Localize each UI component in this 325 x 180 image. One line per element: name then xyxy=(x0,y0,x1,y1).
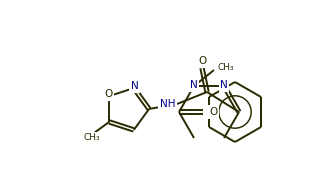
Text: NH: NH xyxy=(160,99,175,109)
Text: N: N xyxy=(220,80,228,90)
Text: N: N xyxy=(131,81,139,91)
Text: N: N xyxy=(190,80,198,90)
Text: CH₃: CH₃ xyxy=(83,133,100,142)
Text: CH₃: CH₃ xyxy=(217,62,234,71)
Text: O: O xyxy=(209,107,217,117)
Text: O: O xyxy=(198,56,206,66)
Text: O: O xyxy=(104,89,112,99)
